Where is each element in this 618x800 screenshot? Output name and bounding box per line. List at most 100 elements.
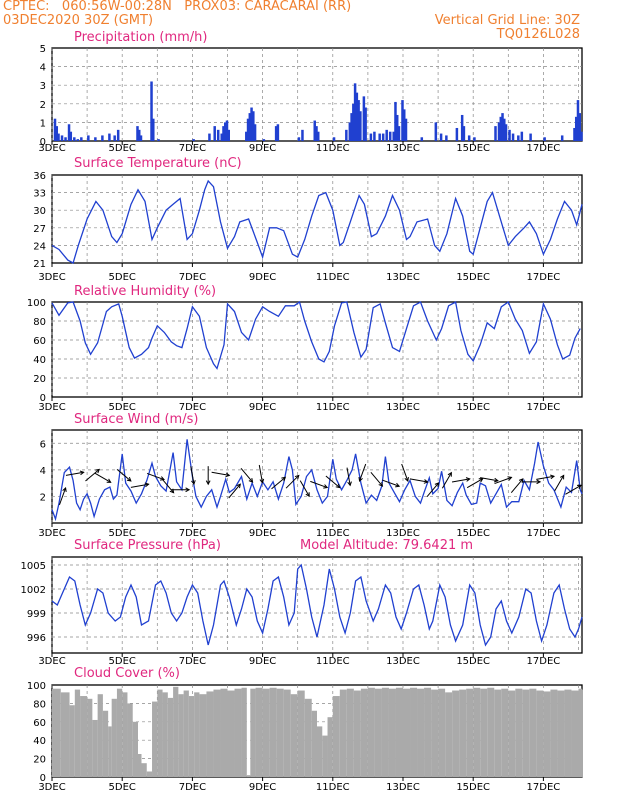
cloud-bar: [146, 771, 153, 777]
precip-bar: [508, 129, 511, 141]
cloud-bar: [445, 692, 453, 777]
wind-arrow-shaft: [130, 483, 149, 488]
panel-2-xtick-label: 9DEC: [249, 272, 276, 283]
wind-arrow-head: [126, 477, 132, 482]
precip-bar: [53, 118, 57, 141]
cloud-bar: [87, 698, 93, 777]
panel-3-ytick-label: 40: [33, 355, 46, 366]
cloud-bar: [417, 688, 425, 777]
panel-5-xtick-label: 13DEC: [386, 656, 420, 667]
precip-bar: [573, 127, 576, 141]
wind-arrow-shaft: [65, 471, 84, 476]
cloud-bar: [508, 690, 516, 777]
panel-1-xtick-label: 7DEC: [179, 143, 206, 154]
cloud-bar: [262, 688, 270, 777]
cloud-bar: [188, 696, 195, 777]
precip-bar: [394, 101, 397, 141]
wind-arrow-head: [106, 478, 112, 483]
cloud-bar: [388, 688, 396, 777]
precip-bar: [401, 100, 404, 141]
precip-bar: [76, 139, 80, 141]
panel-1-xtick-label: 5DEC: [109, 143, 136, 154]
cloud-bar: [276, 688, 284, 777]
panel-2-series-line: [51, 179, 583, 264]
cloud-bar: [424, 687, 432, 777]
precip-bar: [362, 96, 366, 141]
cloud-bar: [353, 690, 361, 777]
wind-arrow-shaft: [240, 467, 253, 483]
panel-4-xtick-label: 13DEC: [386, 528, 420, 539]
precip-bar: [395, 114, 399, 141]
panel-4-xtick-label: 17DEC: [527, 528, 561, 539]
panel-4-xtick-label: 15DEC: [456, 528, 490, 539]
panel-3-title: Relative Humidity (%): [74, 284, 216, 299]
cloud-bar: [111, 698, 117, 777]
wind-arrow-head: [536, 479, 542, 485]
precip-bar: [108, 133, 111, 141]
wind-arrow-shaft: [116, 469, 132, 482]
precip-bar: [345, 129, 348, 141]
panel-1-xtick-label: 11DEC: [316, 143, 350, 154]
precip-bar: [223, 122, 227, 141]
precip-bar: [397, 126, 401, 141]
panel-1-xtick-label: 13DEC: [386, 143, 420, 154]
wind-arrow-shaft: [146, 472, 165, 481]
precip-bar: [157, 139, 160, 141]
precip-bar: [499, 116, 503, 141]
panel-3-ytick-label: 80: [33, 317, 46, 328]
cloud-bar: [234, 688, 242, 777]
precip-bar: [116, 129, 120, 141]
wind-arrow-shaft: [480, 477, 498, 482]
header-grid-note: Vertical Grid Line: 30Z: [434, 13, 580, 28]
precip-bar: [213, 126, 216, 141]
precip-bar: [216, 129, 220, 141]
cloud-bar: [250, 688, 256, 777]
cloud-bar: [92, 719, 98, 777]
precip-bar: [460, 114, 464, 141]
panel-3-xtick-label: 15DEC: [456, 402, 490, 413]
cloud-bar: [137, 754, 142, 777]
cloud-bar: [194, 692, 200, 777]
panel-4-xtick-label: 9DEC: [249, 528, 276, 539]
panel-3-xtick-label: 13DEC: [386, 402, 420, 413]
cloud-bar: [178, 694, 184, 777]
wind-arrow-head: [493, 477, 499, 483]
precip-bar: [69, 131, 73, 141]
precip-bar: [332, 137, 336, 141]
wind-arrow-head: [248, 478, 254, 483]
wind-arrow-shaft: [382, 479, 400, 487]
panel-5-xtick-label: 5DEC: [109, 656, 136, 667]
panel-1-ytick-label: 3: [40, 81, 46, 92]
wind-arrow-shaft: [565, 484, 582, 495]
wind-arrow-head: [335, 483, 341, 489]
precip-bar: [136, 126, 139, 141]
cloud-bar: [466, 688, 474, 777]
cloud-bar: [220, 688, 228, 777]
precip-bar: [392, 131, 395, 141]
panel-5-title: Surface Pressure (hPa): [74, 538, 221, 553]
precip-bar: [276, 124, 280, 141]
wind-arrow-shaft: [325, 475, 341, 488]
cloud-bar: [473, 687, 481, 777]
precip-bar: [504, 124, 508, 141]
precip-bar: [402, 109, 406, 141]
wind-arrow-head: [507, 476, 513, 481]
cloud-bar: [515, 688, 523, 777]
wind-arrow-shaft: [228, 483, 241, 499]
panel-5-ytick-label: 996: [27, 633, 46, 644]
cloud-bar: [80, 696, 88, 777]
wind-arrow-head: [447, 471, 452, 477]
panel-4-ytick-label: 4: [40, 466, 46, 477]
cloud-bar: [97, 694, 103, 777]
panel-6-xtick-label: 13DEC: [386, 782, 420, 793]
wind-arrow-head: [395, 482, 401, 488]
panel-4-series-line: [51, 439, 583, 522]
panel-3-xtick-label: 9DEC: [249, 402, 276, 413]
panel-5-series-line: [51, 563, 583, 647]
precip-bar: [503, 118, 506, 141]
cloud-bar: [246, 775, 251, 777]
panel-6-ytick-label: 0: [40, 773, 46, 784]
wind-arrow-shaft: [536, 475, 555, 480]
precip-bar: [137, 129, 141, 141]
